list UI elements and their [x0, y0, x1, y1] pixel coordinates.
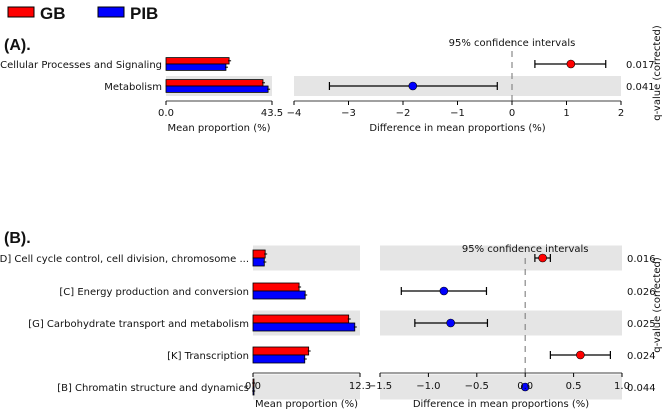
diff-point — [576, 350, 585, 360]
panel-b: (B). 95% confidence intervals [D] Cell cyc… — [0, 230, 663, 410]
category-label: Metabolism — [104, 82, 162, 93]
bar-tick-label: 12.3 — [349, 381, 371, 392]
bar-gb — [165, 79, 264, 87]
q-value: 0.024 — [627, 351, 656, 362]
bar-pib — [165, 63, 227, 71]
panel-label: (B). — [4, 230, 31, 247]
bar-pib — [252, 354, 306, 364]
q-value-axis-label: q-value (corrected) — [652, 257, 663, 353]
bar-tick-label: 0.0 — [158, 108, 174, 119]
diff-tick-label: 0.0 — [517, 381, 533, 392]
q-value: 0.026 — [627, 287, 656, 298]
diff-tick-label: 0 — [509, 108, 515, 119]
bar-tick-label: 43.5 — [261, 108, 283, 119]
q-value: 0.017 — [626, 60, 655, 71]
row-shade-bar — [253, 374, 360, 400]
diff-tick-label: −3 — [341, 108, 356, 119]
ci-title: 95% confidence intervals — [462, 244, 589, 255]
diff-x-axis-label: Difference in mean proportions (%) — [413, 399, 589, 410]
row-shade-bar — [253, 245, 360, 271]
category-label: [K] Transcription — [167, 351, 249, 362]
row-shade-diff — [380, 245, 622, 271]
bar-gb — [252, 346, 310, 356]
legend-swatch-pib — [97, 6, 125, 18]
category-label: [D] Cell cycle control, cell division, c… — [0, 254, 249, 265]
bar-x-axis-label: Mean proportion (%) — [168, 123, 271, 134]
diff-tick-label: −1.5 — [368, 381, 392, 392]
panel-a: (A). 95% confidence intervals Cellular Pro… — [0, 25, 663, 134]
q-value-axis-label: q-value (corrected) — [652, 25, 663, 121]
panel-label: (A). — [4, 37, 31, 54]
category-label: Cellular Processes and Signaling — [0, 60, 162, 71]
bar-x-axis-label: Mean proportion (%) — [255, 399, 358, 410]
legend-label-gb: GB — [40, 4, 66, 23]
diff-point — [520, 382, 530, 392]
diff-tick-label: −0.5 — [465, 381, 489, 392]
diff-tick-label: −1 — [450, 108, 465, 119]
diff-point — [538, 253, 547, 263]
diff-tick-label: −4 — [287, 108, 302, 119]
bar-gb — [252, 249, 266, 259]
ci-title: 95% confidence intervals — [449, 38, 576, 49]
bar-pib — [252, 257, 265, 267]
diff-tick-label: −2 — [396, 108, 411, 119]
bar-gb — [165, 57, 230, 65]
bar-gb — [252, 282, 300, 292]
diff-tick-label: 0.5 — [566, 381, 582, 392]
diff-tick-label: 1 — [563, 108, 569, 119]
bar-pib — [165, 85, 269, 93]
diff-point — [446, 318, 455, 328]
q-value: 0.016 — [627, 254, 656, 265]
category-label: [C] Energy production and conversion — [59, 287, 249, 298]
diff-point — [408, 81, 418, 91]
q-value: 0.041 — [626, 82, 655, 93]
diff-point — [566, 59, 576, 69]
legend-label-pib: PIB — [130, 4, 158, 23]
diff-point — [439, 286, 449, 296]
legend-swatch-gb — [7, 6, 35, 18]
diff-tick-label: 2 — [618, 108, 624, 119]
q-value: 0.025 — [627, 319, 656, 330]
diff-tick-label: −1.0 — [416, 381, 440, 392]
category-label: [G] Carbohydrate transport and metabolis… — [28, 319, 249, 330]
bar-gb — [252, 314, 350, 324]
bar-tick-label: 0.0 — [245, 381, 261, 392]
bar-pib — [252, 290, 306, 300]
q-value: 0.044 — [627, 383, 656, 394]
row-shade-diff — [380, 374, 622, 400]
diff-tick-label: 1.0 — [614, 381, 630, 392]
diff-x-axis-label: Difference in mean proportions (%) — [369, 123, 545, 134]
bar-pib — [252, 322, 356, 332]
category-label: [B] Chromatin structure and dynamics — [57, 383, 249, 394]
